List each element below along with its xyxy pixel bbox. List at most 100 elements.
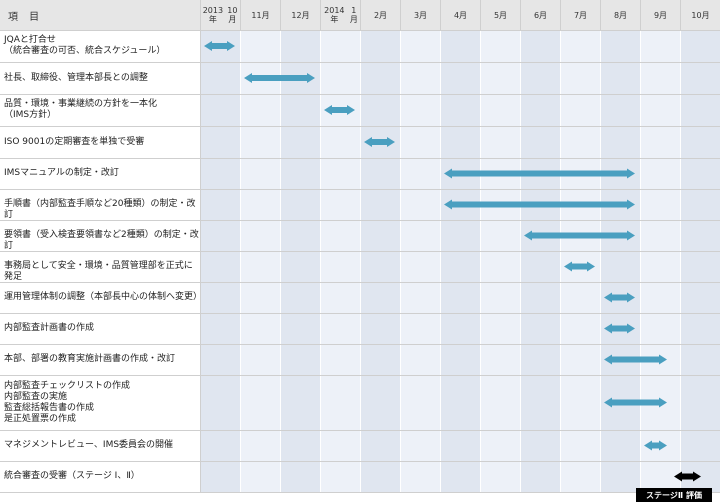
task-row xyxy=(0,313,720,344)
task-label-line: 内部監査計画書の作成 xyxy=(4,323,95,333)
task-row xyxy=(0,126,720,158)
task-label-line: 手順書（内部監査手順など20種類）の制定・改訂 xyxy=(4,199,196,220)
task-label-line: 内部監査チェックリストの作成 xyxy=(4,380,131,391)
task-label: 統合審査の受審（ステージ Ⅰ、Ⅱ） xyxy=(4,471,199,482)
task-label-line: 本部、部署の教育実施計画書の作成・改訂 xyxy=(4,354,176,364)
month-header: 9月 xyxy=(641,0,681,30)
month-column xyxy=(241,30,281,492)
task-bar xyxy=(604,397,667,408)
month-header: 5月 xyxy=(481,0,521,30)
month-header-text: 10月 xyxy=(227,6,238,24)
task-row xyxy=(0,375,720,430)
month-header: 2月 xyxy=(361,0,401,30)
month-header-text: 5月 xyxy=(493,10,508,20)
task-row xyxy=(0,62,720,94)
task-label: マネジメントレビュー、IMS委員会の開催 xyxy=(4,440,199,451)
month-header-text: 11月 xyxy=(251,10,270,20)
task-label-line: JQAと打合せ xyxy=(4,35,56,45)
month-column xyxy=(521,30,561,492)
task-bar xyxy=(524,230,635,241)
task-label: 内部監査計画書の作成 xyxy=(4,323,199,334)
task-label-line: 是正処置票の作成 xyxy=(4,413,77,424)
task-label-line: 要領書（受入検査要領書など2種類）の制定・改訂 xyxy=(4,230,199,251)
month-header: 2013年 10月 xyxy=(201,0,241,30)
task-bar xyxy=(604,354,667,365)
month-header: 6月 xyxy=(521,0,561,30)
month-column xyxy=(481,30,521,492)
task-label-line: 事務局として安全・環境・品質管理部を正式に発足 xyxy=(4,261,193,282)
task-bar xyxy=(604,323,635,334)
label-column xyxy=(0,30,201,492)
task-label: 品質・環境・事業継続の方針を一本化 （IMS方針） xyxy=(4,99,199,121)
month-header-text: 6月 xyxy=(533,10,548,20)
task-row xyxy=(0,158,720,189)
month-header: 2014年 1月 xyxy=(321,0,361,30)
task-bar xyxy=(564,261,595,272)
month-header-text: 3月 xyxy=(413,10,428,20)
task-label-line: 運用管理体制の調整（本部長中心の体制へ変更） xyxy=(4,292,203,302)
task-row xyxy=(0,220,720,251)
month-column xyxy=(561,30,601,492)
task-bar xyxy=(244,73,315,83)
task-label: 内部監査チェックリストの作成 内部監査の実施 監査総括報告書の作成 是正処置票の作成 xyxy=(4,381,199,425)
task-label: 運用管理体制の調整（本部長中心の体制へ変更） xyxy=(4,292,203,303)
task-row xyxy=(0,251,720,282)
task-label: 要領書（受入検査要領書など2種類）の制定・改訂 xyxy=(4,230,199,252)
month-header: 7月 xyxy=(561,0,601,30)
month-column xyxy=(321,30,361,492)
task-label-line: ISO 9001の定期審査を単独で受審 xyxy=(4,136,145,147)
month-header-text: 4月 xyxy=(453,10,468,20)
task-bar xyxy=(444,199,635,210)
stage-badge: ステージⅡ 評価 xyxy=(636,488,712,502)
month-header-text: 12月 xyxy=(291,10,310,20)
task-label-line: 監査総括報告書の作成 xyxy=(4,402,95,413)
month-column xyxy=(201,30,241,492)
task-row xyxy=(0,430,720,461)
task-label-line: 統合審査の受審（ステージ Ⅰ、Ⅱ） xyxy=(4,471,140,481)
task-label: ISO 9001の定期審査を単独で受審 xyxy=(4,137,199,148)
task-label-line: （IMS方針） xyxy=(4,110,57,120)
stage-bar xyxy=(674,471,701,482)
month-header: 4月 xyxy=(441,0,481,30)
month-column xyxy=(601,30,641,492)
task-label-line: （統合審査の可否、統合スケジュール） xyxy=(4,46,166,56)
month-header-text: 2013年 xyxy=(202,6,224,24)
task-label-line: マネジメントレビュー、IMS委員会の開催 xyxy=(4,440,174,450)
task-label-line: 品質・環境・事業継続の方針を一本化 xyxy=(4,99,158,109)
task-row xyxy=(0,282,720,313)
month-header-text: 8月 xyxy=(613,10,628,20)
task-label-line: 社長、取締役、管理本部長との調整 xyxy=(4,72,148,83)
month-header: 10月 xyxy=(681,0,720,30)
month-column xyxy=(641,30,681,492)
task-bar xyxy=(364,137,395,147)
task-bar xyxy=(324,105,355,115)
task-row xyxy=(0,461,720,492)
task-row xyxy=(0,189,720,220)
task-label-line: IMSマニュアルの制定・改訂 xyxy=(4,168,119,178)
month-header-text: 10月 xyxy=(691,10,710,20)
task-bar xyxy=(204,41,235,51)
task-label: IMSマニュアルの制定・改訂 xyxy=(4,168,199,179)
month-header-text: 1月 xyxy=(349,6,358,24)
month-header-text: 9月 xyxy=(653,10,668,20)
month-column xyxy=(361,30,401,492)
task-bar xyxy=(644,440,667,451)
task-bar xyxy=(604,292,635,303)
task-row xyxy=(0,344,720,375)
month-header: 3月 xyxy=(401,0,441,30)
month-header: 12月 xyxy=(281,0,321,30)
item-header: 項 目 xyxy=(0,0,201,30)
task-label-line: 内部監査の実施 xyxy=(4,391,68,402)
task-row xyxy=(0,94,720,126)
month-header-text: 2014年 xyxy=(324,6,345,24)
month-header: 8月 xyxy=(601,0,641,30)
task-label: 手順書（内部監査手順など20種類）の制定・改訂 xyxy=(4,199,199,221)
month-header: 11月 xyxy=(241,0,281,30)
month-column xyxy=(281,30,321,492)
month-column xyxy=(441,30,481,492)
task-label: 社長、取締役、管理本部長との調整 xyxy=(4,73,199,84)
task-row xyxy=(0,30,720,62)
month-header-text: 7月 xyxy=(573,10,588,20)
